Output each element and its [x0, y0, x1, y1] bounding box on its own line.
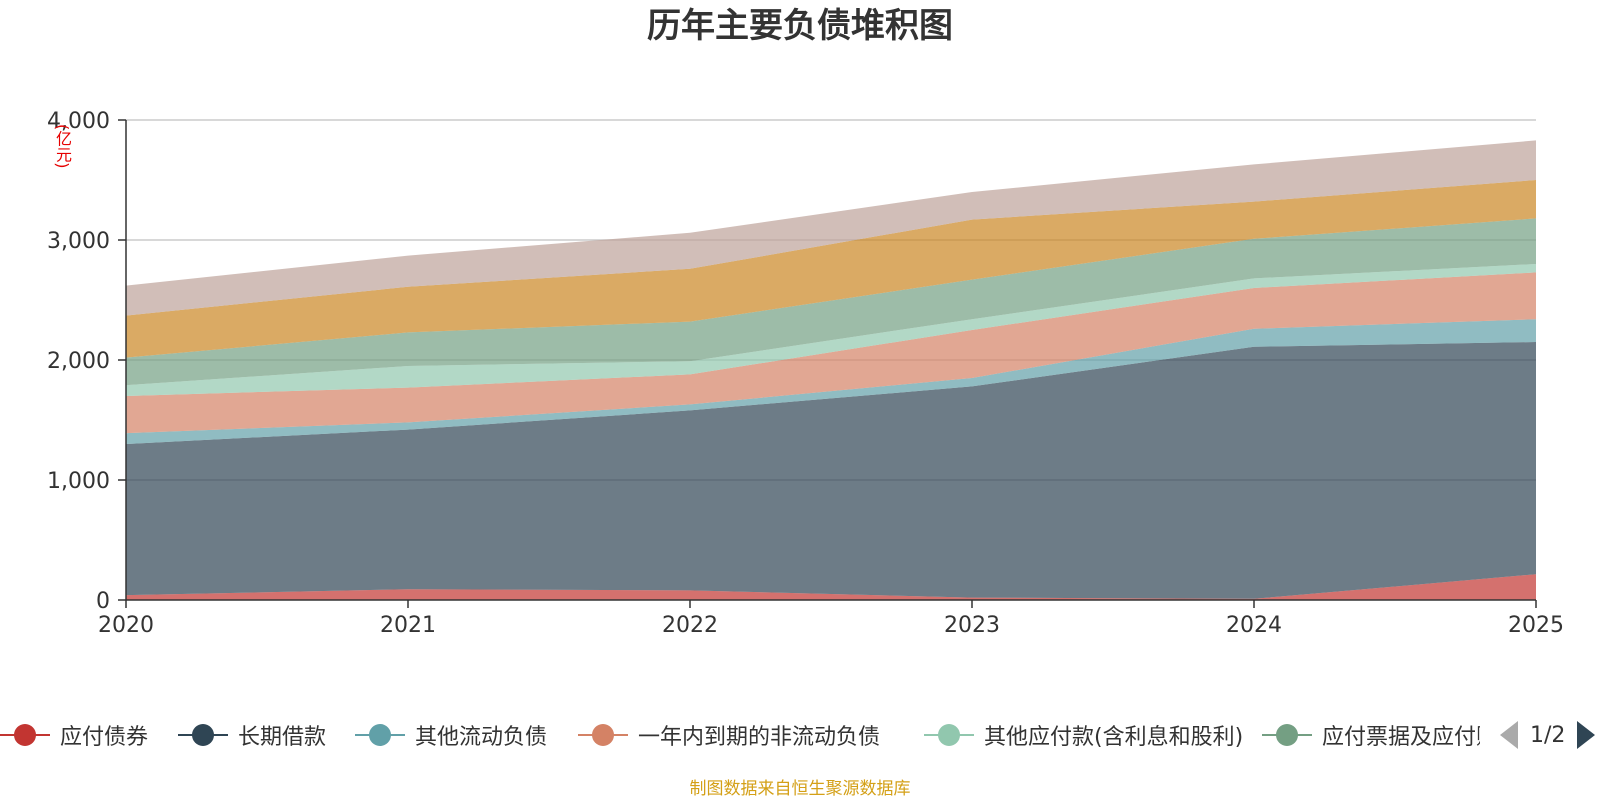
pager-indicator: 1/2: [1530, 722, 1566, 748]
legend-item-notes-accounts-payable[interactable]: 应付票据及应付账款: [1262, 710, 1480, 760]
area-series: [126, 574, 1536, 600]
legend-label: 长期借款: [238, 725, 327, 750]
legend-overflow-clip: 应付票据及应付账款: [1262, 710, 1480, 760]
legend-marker: [1262, 720, 1312, 750]
legend-label: 应付票据及应付账款: [1322, 725, 1480, 750]
data-source-note: 制图数据来自恒生聚源数据库: [689, 779, 911, 799]
area-series: [126, 342, 1536, 599]
x-tick-label: 2021: [380, 613, 436, 638]
y-tick-label: 2,000: [47, 349, 110, 374]
legend-dot-icon: [369, 724, 391, 746]
legend-item-other-payables[interactable]: 其他应付款(含利息和股利): [924, 710, 1243, 760]
legend-dot-icon: [1276, 724, 1298, 746]
x-tick-label: 2025: [1508, 613, 1564, 638]
y-tick-label: 0: [96, 589, 110, 614]
legend-label: 其他应付款(含利息和股利): [984, 725, 1244, 750]
x-tick-label: 2023: [944, 613, 1000, 638]
area-series: [126, 180, 1536, 358]
x-tick-label: 2022: [662, 613, 718, 638]
y-tick-label: 4,000: [47, 109, 110, 134]
legend-item-current-portion-noncurrent[interactable]: 一年内到期的非流动负债: [578, 710, 880, 760]
legend-label: 其他流动负债: [415, 725, 548, 750]
legend-dot-icon: [14, 724, 36, 746]
area-series: [126, 218, 1536, 386]
area-series: [126, 319, 1536, 444]
pager-prev-icon[interactable]: [1500, 721, 1518, 749]
legend-item-bonds-payable[interactable]: 应付债券: [0, 710, 148, 760]
y-tick-label: 3,000: [47, 229, 110, 254]
pager-next-icon[interactable]: [1577, 721, 1596, 749]
legend-dot-icon: [192, 724, 214, 746]
legend-marker: [578, 720, 628, 750]
legend-marker: [924, 720, 974, 750]
area-layer: [126, 140, 1536, 600]
x-tick-label: 2024: [1226, 613, 1282, 638]
legend: 应付债券 长期借款 其他流动负债 一年内到期的非流动负债: [0, 710, 1600, 760]
area-series: [126, 272, 1536, 434]
y-tick-label: 1,000: [47, 469, 110, 494]
axis-layer: 0 1,000 2,000 3,000 4,000 2020 2021 2022 2023 202…: [47, 109, 1564, 638]
legend-marker: [178, 720, 228, 750]
legend-marker: [0, 720, 50, 750]
x-tick-label: 2020: [98, 613, 154, 638]
legend-label: 一年内到期的非流动负债: [638, 725, 881, 750]
stacked-area-chart: 0 1,000 2,000 3,000 4,000 2020 2021 2022 2023 202…: [47, 109, 1564, 638]
legend-item-long-term-loans[interactable]: 长期借款: [178, 710, 326, 760]
legend-marker: [355, 720, 405, 750]
legend-dot-icon: [592, 724, 614, 746]
legend-label: 应付债券: [60, 725, 149, 750]
chart-title: 历年主要负债堆积图: [647, 6, 953, 46]
y-axis-unit: (亿元): [53, 124, 72, 169]
area-series: [126, 264, 1536, 396]
legend-pager: 1/2: [1500, 718, 1600, 752]
area-series: [126, 140, 1536, 316]
legend-item-other-current-liabilities[interactable]: 其他流动负债: [355, 710, 547, 760]
legend-dot-icon: [938, 724, 960, 746]
